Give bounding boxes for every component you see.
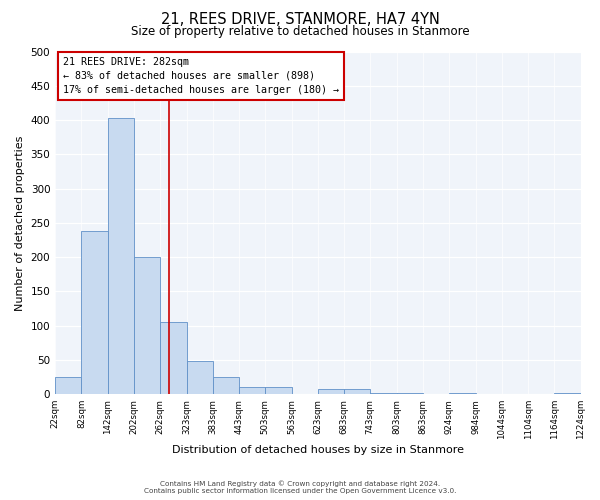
Bar	[449, 393, 476, 394]
Bar	[160, 322, 187, 394]
Text: 21, REES DRIVE, STANMORE, HA7 4YN: 21, REES DRIVE, STANMORE, HA7 4YN	[161, 12, 439, 28]
Bar	[55, 377, 82, 394]
Bar	[344, 388, 370, 394]
Bar	[554, 393, 581, 394]
Bar	[187, 362, 213, 394]
Bar	[265, 388, 292, 394]
X-axis label: Distribution of detached houses by size in Stanmore: Distribution of detached houses by size …	[172, 445, 464, 455]
Bar	[107, 118, 134, 394]
Bar	[213, 377, 239, 394]
Text: Contains HM Land Registry data © Crown copyright and database right 2024.
Contai: Contains HM Land Registry data © Crown c…	[144, 480, 456, 494]
Y-axis label: Number of detached properties: Number of detached properties	[15, 135, 25, 310]
Bar	[370, 393, 397, 394]
Bar	[318, 388, 344, 394]
Text: 21 REES DRIVE: 282sqm
← 83% of detached houses are smaller (898)
17% of semi-det: 21 REES DRIVE: 282sqm ← 83% of detached …	[63, 56, 339, 94]
Text: Size of property relative to detached houses in Stanmore: Size of property relative to detached ho…	[131, 25, 469, 38]
Bar	[134, 257, 160, 394]
Bar	[397, 393, 423, 394]
Bar	[239, 388, 265, 394]
Bar	[82, 231, 107, 394]
